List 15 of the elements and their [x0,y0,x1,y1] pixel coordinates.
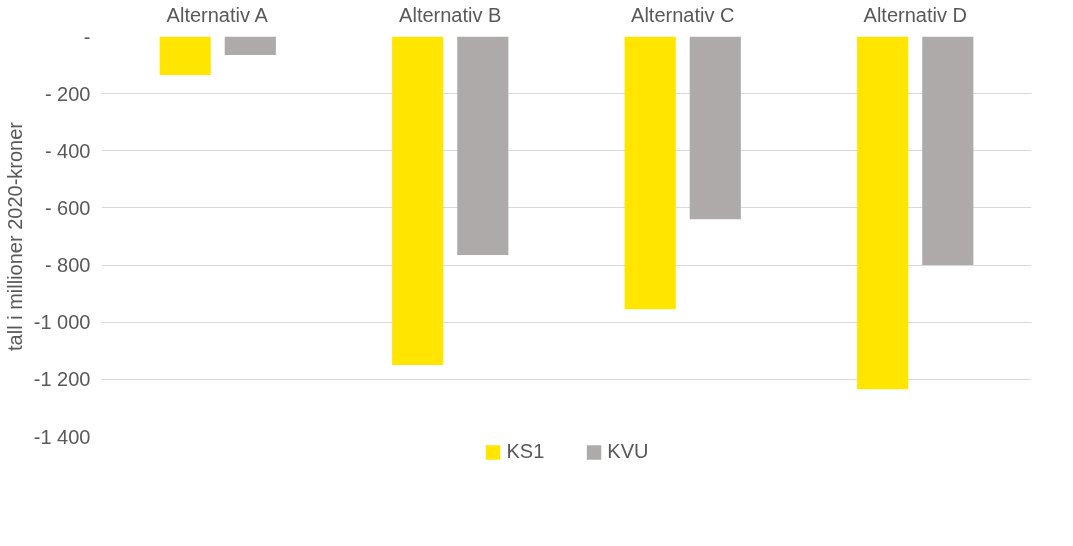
y-tick-label: - 600 [44,196,91,219]
x-tick-label: Alternativ A [166,3,269,26]
y-tick-label: - [83,25,91,48]
x-tick-label: Alternativ D [863,3,967,26]
legend-label: KVU [607,440,649,463]
y-axis-title: tall i millioner 2020-kroner [3,121,26,351]
y-tick-label: - 400 [44,139,91,162]
y-tick-label: - 800 [44,254,91,277]
y-tick-label: -1 400 [33,425,91,448]
legend-label: KS1 [506,440,545,463]
y-tick-label: -1 200 [33,368,91,391]
x-tick-label: Alternativ C [631,3,735,26]
x-tick-label: Alternativ B [399,3,502,26]
y-tick-label: - 200 [44,82,91,105]
y-tick-label: -1 000 [33,311,91,334]
